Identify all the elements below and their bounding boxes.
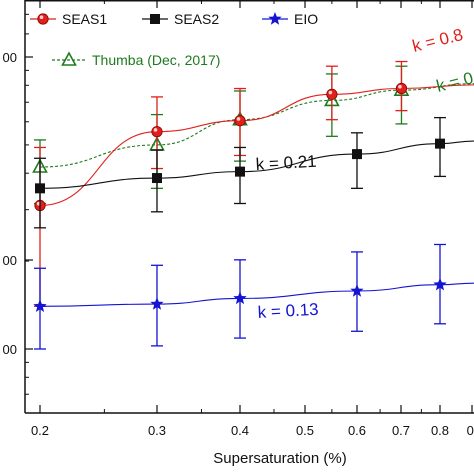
series-layer (32, 60, 474, 350)
x-tick-label: 0.4 (231, 423, 249, 438)
legend-marker (61, 51, 77, 66)
legend-item: SEAS2 (142, 11, 219, 27)
legend-item: EIO (262, 11, 318, 27)
data-point (35, 183, 45, 194)
series-line (39, 84, 474, 207)
x-tick-label: 0.7 (392, 423, 410, 438)
y-tick-label: 00 (3, 342, 17, 357)
data-point (395, 82, 408, 95)
legend-marker (37, 13, 49, 25)
legend-marker-shine (39, 15, 44, 19)
data-point (435, 138, 445, 149)
legend-marker (268, 12, 282, 25)
series-seas2 (34, 116, 474, 229)
x-tick-label: 0.2 (31, 423, 49, 438)
data-point-shine (398, 84, 402, 89)
x-axis-title: Supersaturation (%) (213, 450, 346, 467)
legend-label: SEAS1 (62, 11, 107, 27)
x-tick-label: 0.3 (148, 423, 166, 438)
data-point (150, 297, 164, 310)
fit-label-thumba-dec-2017: k = 0.5 (434, 65, 474, 96)
data-point (233, 291, 247, 305)
data-point (151, 126, 163, 138)
data-point-shine (236, 117, 241, 121)
legend-label: SEAS2 (174, 11, 219, 27)
fit-labels: k = 0.8 k = 0.21 k = 0.13 k = 0.5 (255, 25, 474, 322)
data-point (433, 277, 447, 291)
data-point (235, 166, 245, 177)
axes-layer: 0.2 0.3 0.4 0.5 0.6 0.7 0.8 0. 00 00 00 (3, 0, 474, 438)
data-point (234, 115, 246, 127)
y-tick-label: 00 (3, 253, 17, 268)
legend-marker (150, 14, 160, 24)
data-point (33, 299, 47, 312)
fit-label-seas1: k = 0.8 (410, 25, 465, 56)
x-tick-label: 0. (467, 423, 474, 438)
x-tick-label: 0.8 (431, 423, 449, 438)
data-point (350, 284, 364, 297)
data-point-shine (153, 128, 158, 132)
data-point (326, 88, 338, 100)
data-point (151, 173, 162, 184)
legend-label: EIO (294, 11, 318, 27)
y-tick-label: 00 (3, 50, 17, 65)
legend-label: Thumba (Dec, 2017) (92, 52, 220, 68)
legend-item: Thumba (Dec, 2017) (52, 51, 220, 68)
data-point-shine (328, 90, 333, 95)
fit-label-eio: k = 0.13 (257, 300, 319, 322)
series-seas1 (34, 60, 474, 307)
legend: SEAS1 SEAS2 EIO Thumba (Dec, 2017) (30, 11, 318, 68)
legend-item: SEAS1 (30, 11, 107, 27)
data-point (351, 149, 362, 160)
x-tick-label: 0.5 (296, 423, 314, 438)
x-tick-label: 0.6 (348, 423, 366, 438)
series-eio (33, 243, 474, 350)
fit-label-seas2: k = 0.21 (255, 152, 317, 174)
